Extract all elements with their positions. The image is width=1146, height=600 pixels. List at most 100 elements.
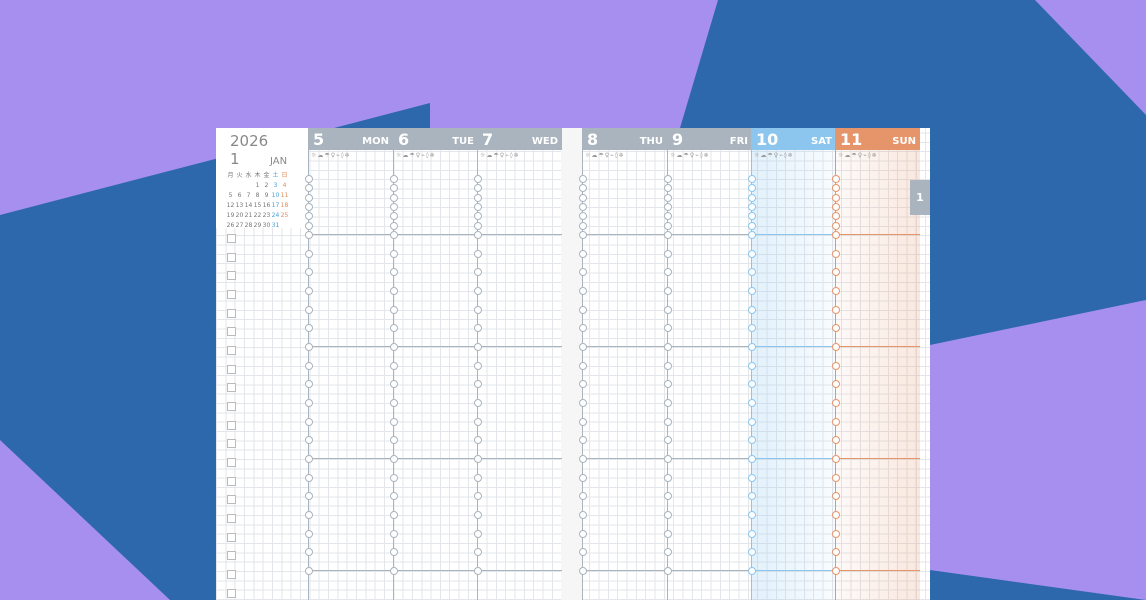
calendar-date[interactable]: 6: [237, 192, 242, 199]
weather-icons[interactable]: ☼☁☂♀⌁◊❄: [480, 152, 520, 159]
calendar-date[interactable]: 19: [226, 212, 235, 219]
calendar-date[interactable]: 17: [271, 202, 280, 209]
day-column-fri[interactable]: 9 FRI ☼☁☂♀⌁◊❄: [664, 128, 752, 600]
day-column-tue[interactable]: 6 TUE ☼☁☂♀⌁◊❄: [390, 128, 478, 600]
day-column-mon[interactable]: 5 MON ☼☁☂♀⌁◊❄: [305, 128, 393, 600]
weather-icons[interactable]: ☼☁☂♀⌁◊❄: [396, 152, 436, 159]
calendar-date[interactable]: 14: [244, 202, 253, 209]
calendar-date[interactable]: 10: [271, 192, 280, 199]
calendar-date[interactable]: 20: [235, 212, 244, 219]
todo-checkbox[interactable]: [227, 476, 236, 486]
time-marker: [664, 455, 672, 464]
day-number: 7: [482, 130, 494, 149]
time-marker: [474, 305, 482, 314]
time-marker: [390, 287, 398, 295]
weather-icons[interactable]: ☼☁☂♀⌁◊❄: [754, 152, 794, 159]
todo-checkbox[interactable]: [227, 346, 236, 356]
time-marker: [390, 511, 398, 520]
time-marker: [474, 511, 482, 520]
todo-checkbox[interactable]: [227, 308, 236, 318]
calendar-date[interactable]: 31: [271, 222, 280, 229]
time-marker: [832, 529, 840, 538]
todo-checkbox[interactable]: [227, 402, 236, 412]
calendar-date[interactable]: 26: [226, 222, 235, 229]
todo-checkbox[interactable]: [227, 327, 236, 337]
time-marker: [748, 324, 756, 333]
todo-checkbox[interactable]: [227, 271, 236, 281]
calendar-date[interactable]: 7: [246, 192, 251, 199]
month-number: 1: [230, 150, 240, 168]
time-marker: [390, 193, 398, 202]
todo-checkbox[interactable]: [227, 570, 236, 580]
calendar-date[interactable]: 15: [253, 202, 262, 209]
calendar-date[interactable]: 16: [262, 202, 271, 209]
time-marker: [748, 175, 756, 183]
month-tab[interactable]: 1: [910, 180, 930, 215]
calendar-date[interactable]: [226, 182, 235, 189]
weather-icons[interactable]: ☼☁☂♀⌁◊❄: [670, 152, 710, 159]
day-column-wed[interactable]: 7 WED ☼☁☂♀⌁◊❄: [474, 128, 562, 600]
todo-checkbox[interactable]: [227, 495, 236, 505]
todo-checkbox[interactable]: [227, 234, 236, 243]
calendar-date[interactable]: 25: [280, 212, 289, 219]
calendar-date[interactable]: 3: [273, 182, 278, 189]
calendar-date[interactable]: 12: [226, 202, 235, 209]
calendar-date[interactable]: 30: [262, 222, 271, 229]
calendar-date[interactable]: 23: [262, 212, 271, 219]
hour-divider: [583, 234, 667, 235]
time-marker: [664, 212, 672, 221]
weather-icons[interactable]: ☼☁☂♀⌁◊❄: [311, 152, 351, 159]
day-column-thu[interactable]: 8 THU ☼☁☂♀⌁◊❄: [579, 128, 667, 600]
calendar-date[interactable]: 27: [235, 222, 244, 229]
hour-divider: [309, 570, 393, 571]
calendar-date[interactable]: 28: [244, 222, 253, 229]
todo-checkbox[interactable]: [227, 290, 236, 299]
time-marker: [390, 202, 398, 211]
time-marker: [748, 230, 756, 239]
weather-icons[interactable]: ☼☁☂♀⌁◊❄: [585, 152, 625, 159]
todo-checkbox[interactable]: [227, 439, 236, 449]
calendar-date[interactable]: 11: [280, 192, 289, 199]
calendar-date[interactable]: 21: [244, 212, 253, 219]
todo-checkbox[interactable]: [227, 252, 236, 262]
calendar-date[interactable]: 2: [264, 182, 269, 189]
time-marker: [748, 184, 756, 193]
time-marker: [474, 324, 482, 333]
day-column-sun[interactable]: 11 SUN ☼☁☂♀⌁◊❄: [832, 128, 920, 600]
page-spine: [561, 128, 582, 600]
calendar-date[interactable]: 9: [264, 192, 269, 199]
todo-checkbox[interactable]: [227, 588, 236, 598]
calendar-date[interactable]: 8: [255, 192, 260, 199]
calendar-date[interactable]: 5: [228, 192, 233, 199]
todo-checkbox[interactable]: [227, 532, 236, 542]
time-marker: [748, 202, 756, 211]
time-marker: [579, 202, 587, 211]
time-marker: [474, 249, 482, 258]
todo-checkbox[interactable]: [227, 420, 236, 430]
todo-checkbox[interactable]: [227, 458, 236, 468]
calendar-date[interactable]: 1: [255, 182, 260, 189]
planner-page: 2026 1 JAN 月火水木金土日 1 2 3 4 5 6 7 8 9 10 11 12 13 14 15 1…: [216, 128, 930, 600]
time-marker: [305, 417, 313, 426]
calendar-date[interactable]: 29: [253, 222, 262, 229]
day-number: 9: [672, 130, 684, 149]
calendar-date[interactable]: 4: [282, 182, 287, 189]
weather-icons[interactable]: ☼☁☂♀⌁◊❄: [838, 152, 878, 159]
todo-checkbox[interactable]: [227, 551, 236, 561]
time-marker: [305, 193, 313, 202]
day-column-sat[interactable]: 10 SAT ☼☁☂♀⌁◊❄: [748, 128, 836, 600]
time-marker: [474, 380, 482, 389]
time-marker: [748, 287, 756, 295]
calendar-date[interactable]: 24: [271, 212, 280, 219]
todo-checkbox[interactable]: [227, 383, 236, 393]
calendar-date[interactable]: 18: [280, 202, 289, 209]
todo-checkbox[interactable]: [227, 514, 236, 524]
time-marker: [305, 230, 313, 239]
calendar-date[interactable]: [280, 222, 289, 229]
calendar-date[interactable]: [235, 182, 244, 189]
calendar-date[interactable]: [244, 182, 253, 189]
todo-checkbox[interactable]: [227, 364, 236, 374]
time-marker: [305, 399, 313, 408]
calendar-date[interactable]: 13: [235, 202, 244, 209]
calendar-date[interactable]: 22: [253, 212, 262, 219]
